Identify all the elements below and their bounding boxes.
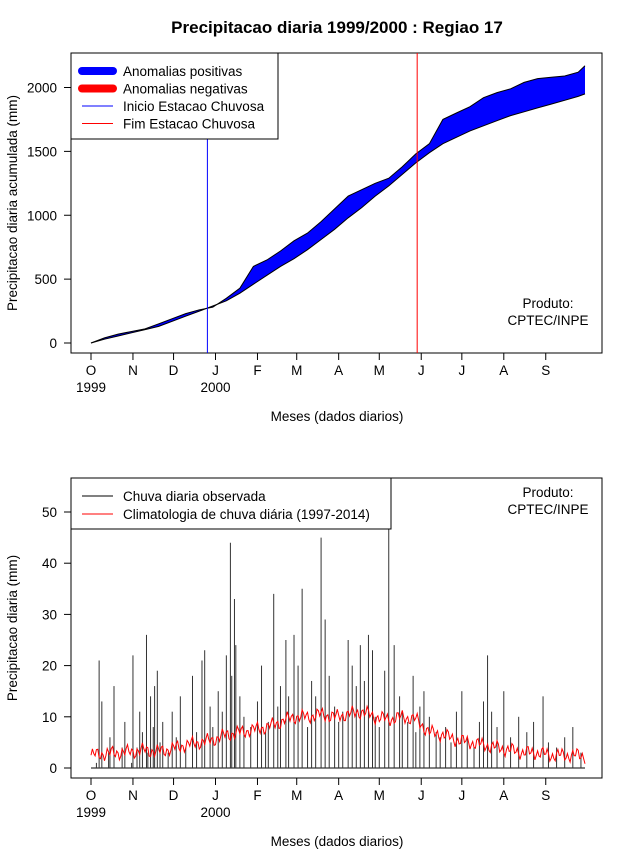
x-axis-title: Meses (dados diarios): [271, 409, 404, 424]
y-tick-label: 40: [42, 556, 57, 571]
x-tick-label: F: [253, 788, 261, 803]
legend-label: Climatologia de chuva diária (1997-2014): [123, 507, 370, 522]
x-tick-label: J: [418, 788, 425, 803]
x-tick-label: N: [128, 788, 138, 803]
y-tick-label: 1500: [27, 144, 57, 159]
x-tick-label: A: [334, 363, 343, 378]
x-tick-label: M: [374, 363, 385, 378]
x-tick-label: O: [86, 363, 97, 378]
x-tick-label: A: [334, 788, 343, 803]
year-label: 2000: [200, 380, 230, 395]
year-label: 1999: [76, 805, 106, 820]
annotation-produto: Produto:: [522, 485, 573, 500]
x-tick-label: S: [541, 788, 550, 803]
x-tick-label: D: [169, 363, 179, 378]
y-tick-label: 0: [49, 761, 57, 776]
positive-anomaly-area: [91, 65, 585, 344]
x-tick-label: J: [418, 363, 425, 378]
legend-label: Inicio Estacao Chuvosa: [123, 99, 265, 114]
x-tick-label: J: [212, 788, 219, 803]
x-tick-label: M: [374, 788, 385, 803]
x-tick-label: S: [541, 363, 550, 378]
legend-box: [70, 477, 392, 530]
y-tick-label: 30: [42, 607, 57, 622]
chart-title: Precipitacao diaria 1999/2000 : Regiao 1…: [171, 18, 503, 37]
x-tick-label: O: [86, 788, 97, 803]
y-tick-label: 0: [49, 336, 57, 351]
x-tick-label: A: [499, 788, 508, 803]
legend: Anomalias positivas Anomalias negativas In…: [70, 52, 279, 140]
legend: Chuva diaria observada Climatologia de ch…: [70, 477, 392, 530]
climatology-cumulative-line: [90, 93, 586, 344]
x-tick-label: J: [212, 363, 219, 378]
y-axis-title: Precipitacao diaria (mm): [5, 555, 20, 701]
y-tick-label: 50: [42, 505, 57, 520]
y-tick-label: 10: [42, 710, 57, 725]
y-tick-label: 20: [42, 659, 57, 674]
legend-label: Fim Estacao Chuvosa: [123, 117, 256, 132]
x-tick-label: F: [253, 363, 261, 378]
x-tick-label: J: [458, 363, 465, 378]
x-tick-label: A: [499, 363, 508, 378]
annotation-produto: Produto:: [522, 296, 573, 311]
annotation-source: CPTEC/INPE: [507, 313, 588, 328]
climatology-line: [90, 704, 586, 764]
y-tick-label: 2000: [27, 81, 57, 96]
plot-frame: [70, 52, 603, 354]
x-axis-title: Meses (dados diarios): [271, 834, 404, 849]
daily-precipitation-panel: 0 10 20 30 40 50 O N D J F M A M J J A S 1999 2000 Meses (da…: [5, 477, 603, 849]
x-tick-label: N: [128, 363, 138, 378]
y-axis-title: Precipitacao diaria acumulada (mm): [5, 95, 20, 311]
cumulative-precipitation-panel: 0 500 1000 1500 2000 O N D J F M A M J J A S 1999 2000 Mese…: [5, 52, 603, 424]
x-tick-label: J: [458, 788, 465, 803]
legend-label: Anomalias negativas: [123, 82, 248, 97]
observed-cumulative-line: [90, 65, 586, 344]
legend-label: Chuva diaria observada: [123, 489, 266, 504]
y-tick-label: 500: [34, 272, 57, 287]
x-tick-label: M: [291, 363, 302, 378]
year-label: 1999: [76, 380, 106, 395]
year-label: 2000: [200, 805, 230, 820]
legend-label: Anomalias positivas: [123, 64, 243, 79]
x-tick-label: D: [169, 788, 179, 803]
annotation-source: CPTEC/INPE: [507, 502, 588, 517]
x-tick-label: M: [291, 788, 302, 803]
y-tick-label: 1000: [27, 208, 57, 223]
